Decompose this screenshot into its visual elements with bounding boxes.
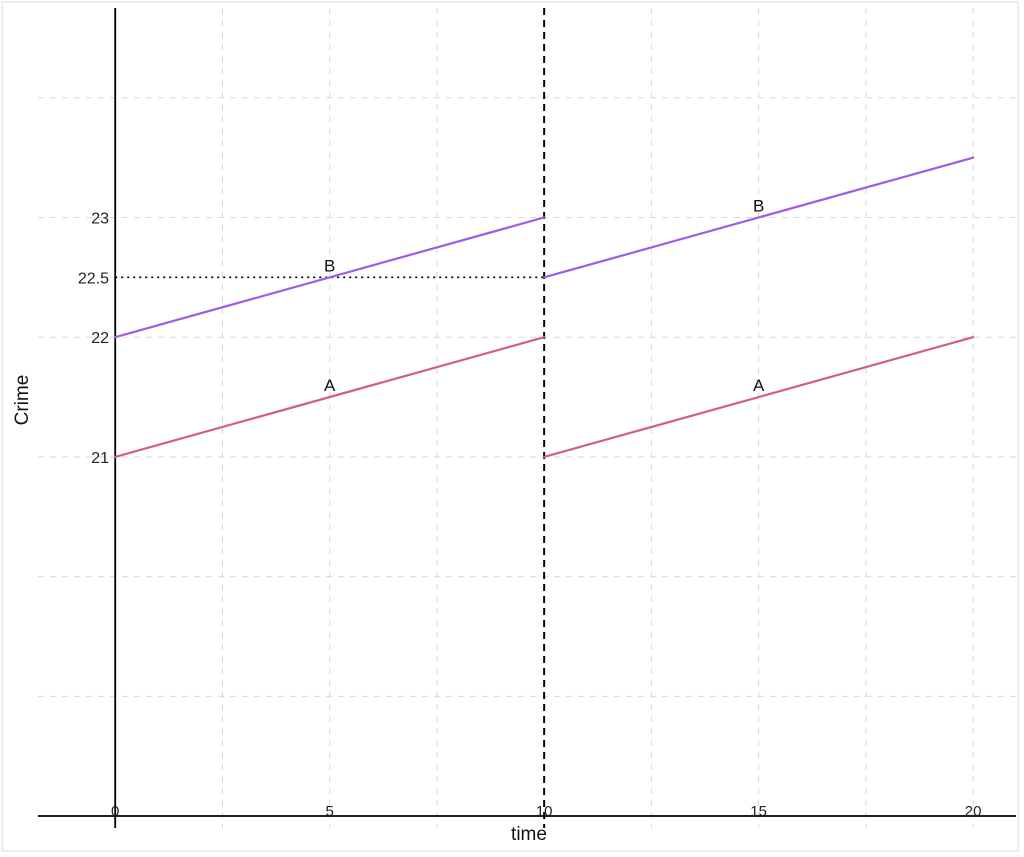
series-b-segment-2 bbox=[543, 156, 975, 279]
segment-labels: B B A A bbox=[324, 197, 765, 396]
y-axis-title: Crime bbox=[12, 375, 33, 426]
x-tick-label: 20 bbox=[965, 803, 982, 820]
grid-lines bbox=[38, 8, 1016, 828]
x-axis-title: time bbox=[511, 824, 547, 845]
y-tick-label: 22.5 bbox=[78, 270, 109, 287]
x-tick-label: 0 bbox=[111, 803, 119, 820]
tick-labels: 0 5 10 15 20 21 22 22.5 23 bbox=[78, 210, 982, 820]
y-tick-label: 21 bbox=[91, 450, 109, 467]
axes bbox=[38, 8, 1016, 828]
series-label-a: A bbox=[753, 376, 765, 395]
x-tick-label: 5 bbox=[326, 803, 334, 820]
y-tick-label: 22 bbox=[91, 330, 109, 347]
x-tick-label: 10 bbox=[536, 803, 553, 820]
series-label-b: B bbox=[324, 256, 335, 275]
series-a-segment-1 bbox=[114, 336, 546, 459]
series-label-b: B bbox=[753, 197, 764, 216]
reference-lines bbox=[115, 8, 546, 828]
x-tick-label: 15 bbox=[750, 803, 767, 820]
series-lines bbox=[114, 156, 975, 459]
series-a-segment-2 bbox=[543, 336, 975, 459]
y-tick-label: 23 bbox=[91, 210, 109, 227]
series-b-segment-1 bbox=[114, 216, 546, 339]
series-label-a: A bbox=[324, 376, 336, 395]
